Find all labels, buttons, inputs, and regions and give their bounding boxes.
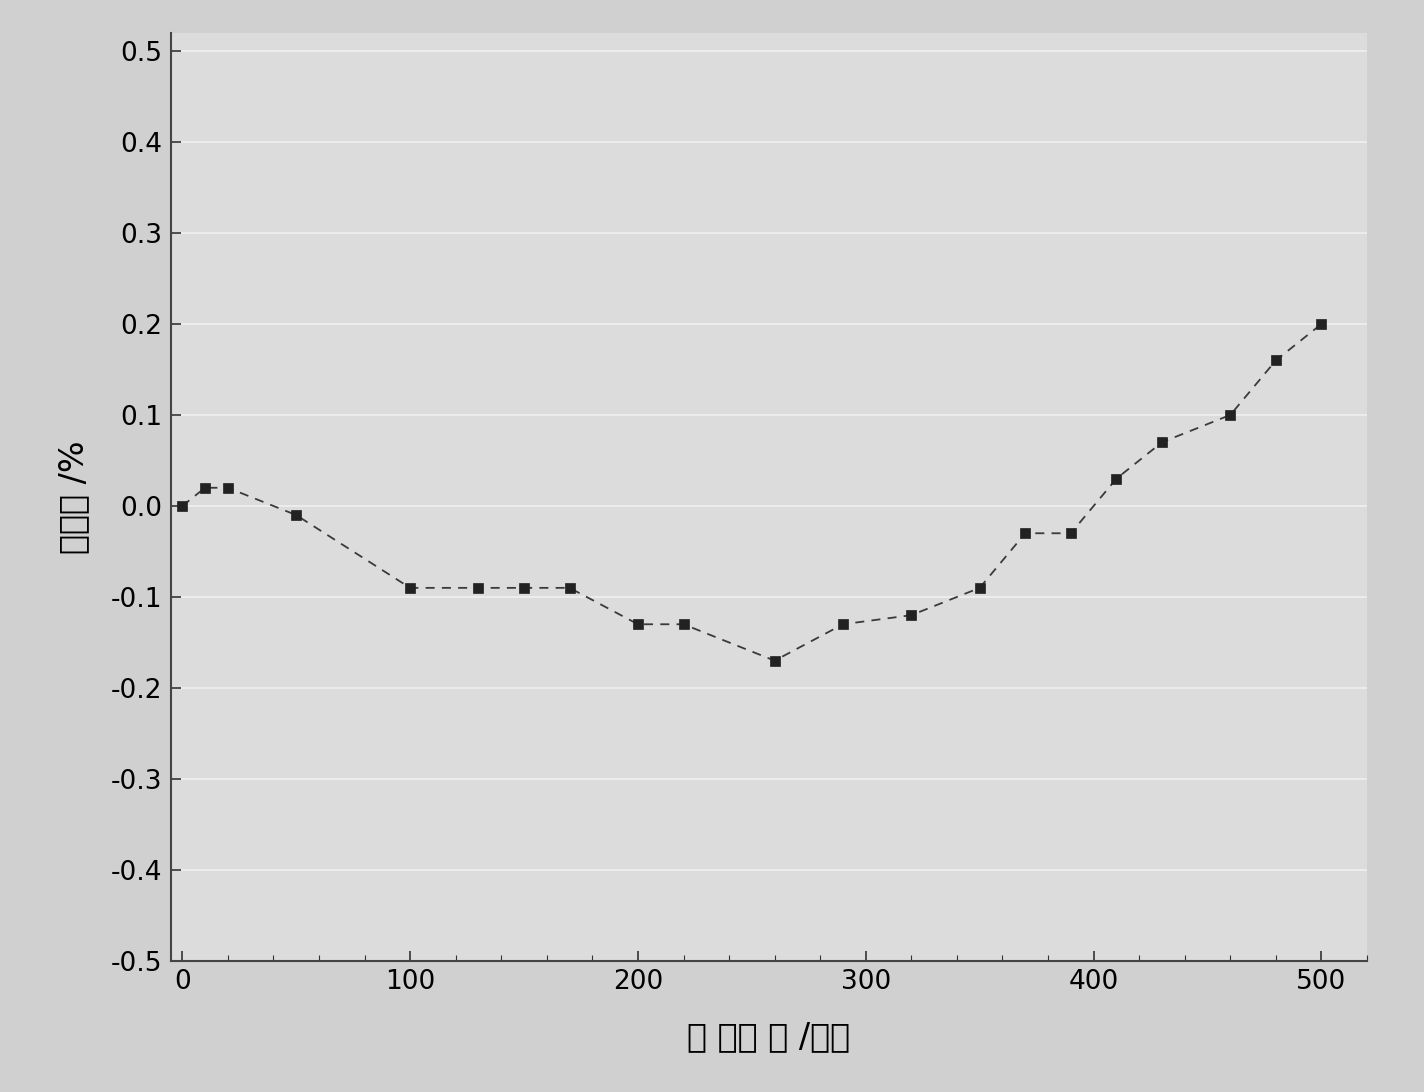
Y-axis label: 失重率 /%: 失重率 /% <box>57 440 90 554</box>
X-axis label: 氧 化时 间 /小时: 氧 化时 间 /小时 <box>688 1020 850 1054</box>
